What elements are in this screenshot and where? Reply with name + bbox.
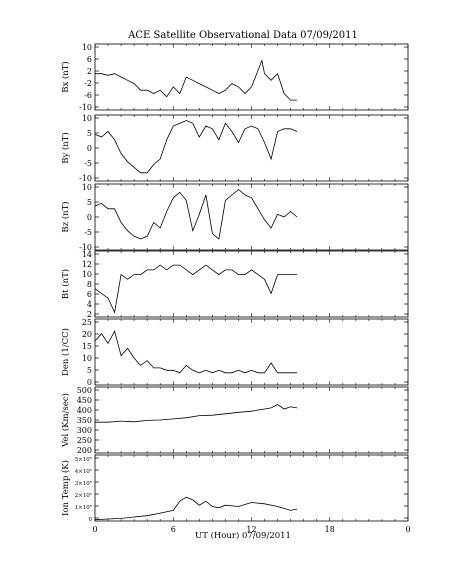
panel-frame <box>94 183 409 251</box>
series-line <box>94 264 298 314</box>
y-tick-label: 6 <box>87 55 92 64</box>
series-line <box>95 404 298 423</box>
y-tick-label: 5 <box>87 129 92 138</box>
y-tick-label: 5 <box>87 198 92 207</box>
y-tick-label: 10 <box>82 183 92 192</box>
y-tick-label: 0 <box>87 378 92 387</box>
y-tick-label: 500 <box>77 386 92 395</box>
y-tick-label: 1×10⁵ <box>75 504 92 511</box>
panels: 10 6 2 -2 -6 -10 Bx (nT) 10 5 0 -5 -10 By (nT) 10 5 0 -5… <box>60 43 411 534</box>
y-tick-label: 25 <box>82 318 92 327</box>
series-line <box>95 59 298 101</box>
x-tick-label: 0 <box>405 525 410 534</box>
panel-5: 25 20 15 10 5 0 Den (1/CC) <box>60 318 409 387</box>
y-tick-label: 4 <box>87 300 92 309</box>
y-tick-label: -5 <box>84 159 92 168</box>
panel-3: 10 5 0 -5 -10 Bz (nT) <box>60 183 409 252</box>
y-tick-label: 6 <box>87 290 92 299</box>
y-tick-label: 15 <box>82 342 92 351</box>
y-tick-label: 2 <box>87 67 92 76</box>
y-tick-label: 200 <box>77 446 92 455</box>
y-tick-label: 20 <box>82 330 92 339</box>
y-tick-label: -10 <box>79 174 92 183</box>
series-line <box>94 188 298 240</box>
y-tick-label: 0 <box>89 517 93 523</box>
chart-title: ACE Satellite Observational Data 07/09/2… <box>127 30 358 41</box>
x-axis-label: UT (Hour) 07/09/2011 <box>195 530 291 541</box>
y-tick-label: 12 <box>82 260 92 269</box>
panel-frame <box>94 454 409 522</box>
x-tick-label: 18 <box>325 525 335 534</box>
x-tick-label: 6 <box>171 525 176 534</box>
y-tick-label: 250 <box>77 436 92 445</box>
y-axis-label: Bt (nT) <box>60 269 71 299</box>
series-line <box>94 330 298 374</box>
y-axis-label: Bz (nT) <box>60 201 71 232</box>
y-tick-label: 10 <box>82 354 92 363</box>
y-tick-label: -10 <box>79 103 92 112</box>
panel-1: 10 6 2 -2 -6 -10 Bx (nT) <box>60 43 409 112</box>
y-tick-label: 450 <box>77 396 92 405</box>
x-tick-label: 12 <box>246 525 256 534</box>
y-tick-label: -10 <box>79 243 92 252</box>
y-axis-label: By (nT) <box>60 132 71 164</box>
y-tick-label: 10 <box>82 270 92 279</box>
panel-frame <box>94 318 409 386</box>
y-tick-label: 0 <box>87 213 92 222</box>
series-line <box>94 120 298 174</box>
y-tick-label: 300 <box>77 426 92 435</box>
y-tick-label: 3×10⁵ <box>75 480 92 487</box>
y-tick-label: 8 <box>87 280 92 289</box>
panel-2: 10 5 0 -5 -10 By (nT) <box>60 114 409 183</box>
y-tick-label: 4×10⁵ <box>75 468 92 475</box>
y-tick-label: 5×10⁵ <box>75 456 92 463</box>
y-axis-label: Den (1/CC) <box>60 328 71 376</box>
y-tick-label: 350 <box>77 416 92 425</box>
y-tick-label: 5 <box>87 366 92 375</box>
y-tick-label: -6 <box>84 91 92 100</box>
y-tick-label: 2 <box>87 310 92 319</box>
panel-frame <box>94 250 409 318</box>
y-tick-label: 10 <box>82 114 92 123</box>
series-line <box>94 496 298 521</box>
panel-7: 5×10⁵ 4×10⁵ 3×10⁵ 2×10⁵ 1×10⁵ 0 Ion Temp (K) <box>60 454 409 523</box>
x-tick-label: 0 <box>92 525 97 534</box>
panel-frame <box>94 386 409 454</box>
panel-frame <box>94 43 409 111</box>
y-tick-label: 10 <box>82 43 92 52</box>
y-axis-label: Vel (Km/sec) <box>60 393 71 448</box>
y-tick-label: -2 <box>84 79 92 88</box>
y-axis-label: Ion Temp (K) <box>60 460 71 516</box>
y-tick-label: -5 <box>84 228 92 237</box>
y-axis-label: Bx (nT) <box>60 61 71 93</box>
y-tick-label: 0 <box>87 144 92 153</box>
y-tick-label: 400 <box>77 406 92 415</box>
panel-frame <box>94 114 409 182</box>
y-tick-label: 2×10⁵ <box>75 492 92 499</box>
y-tick-label: 14 <box>82 250 92 259</box>
